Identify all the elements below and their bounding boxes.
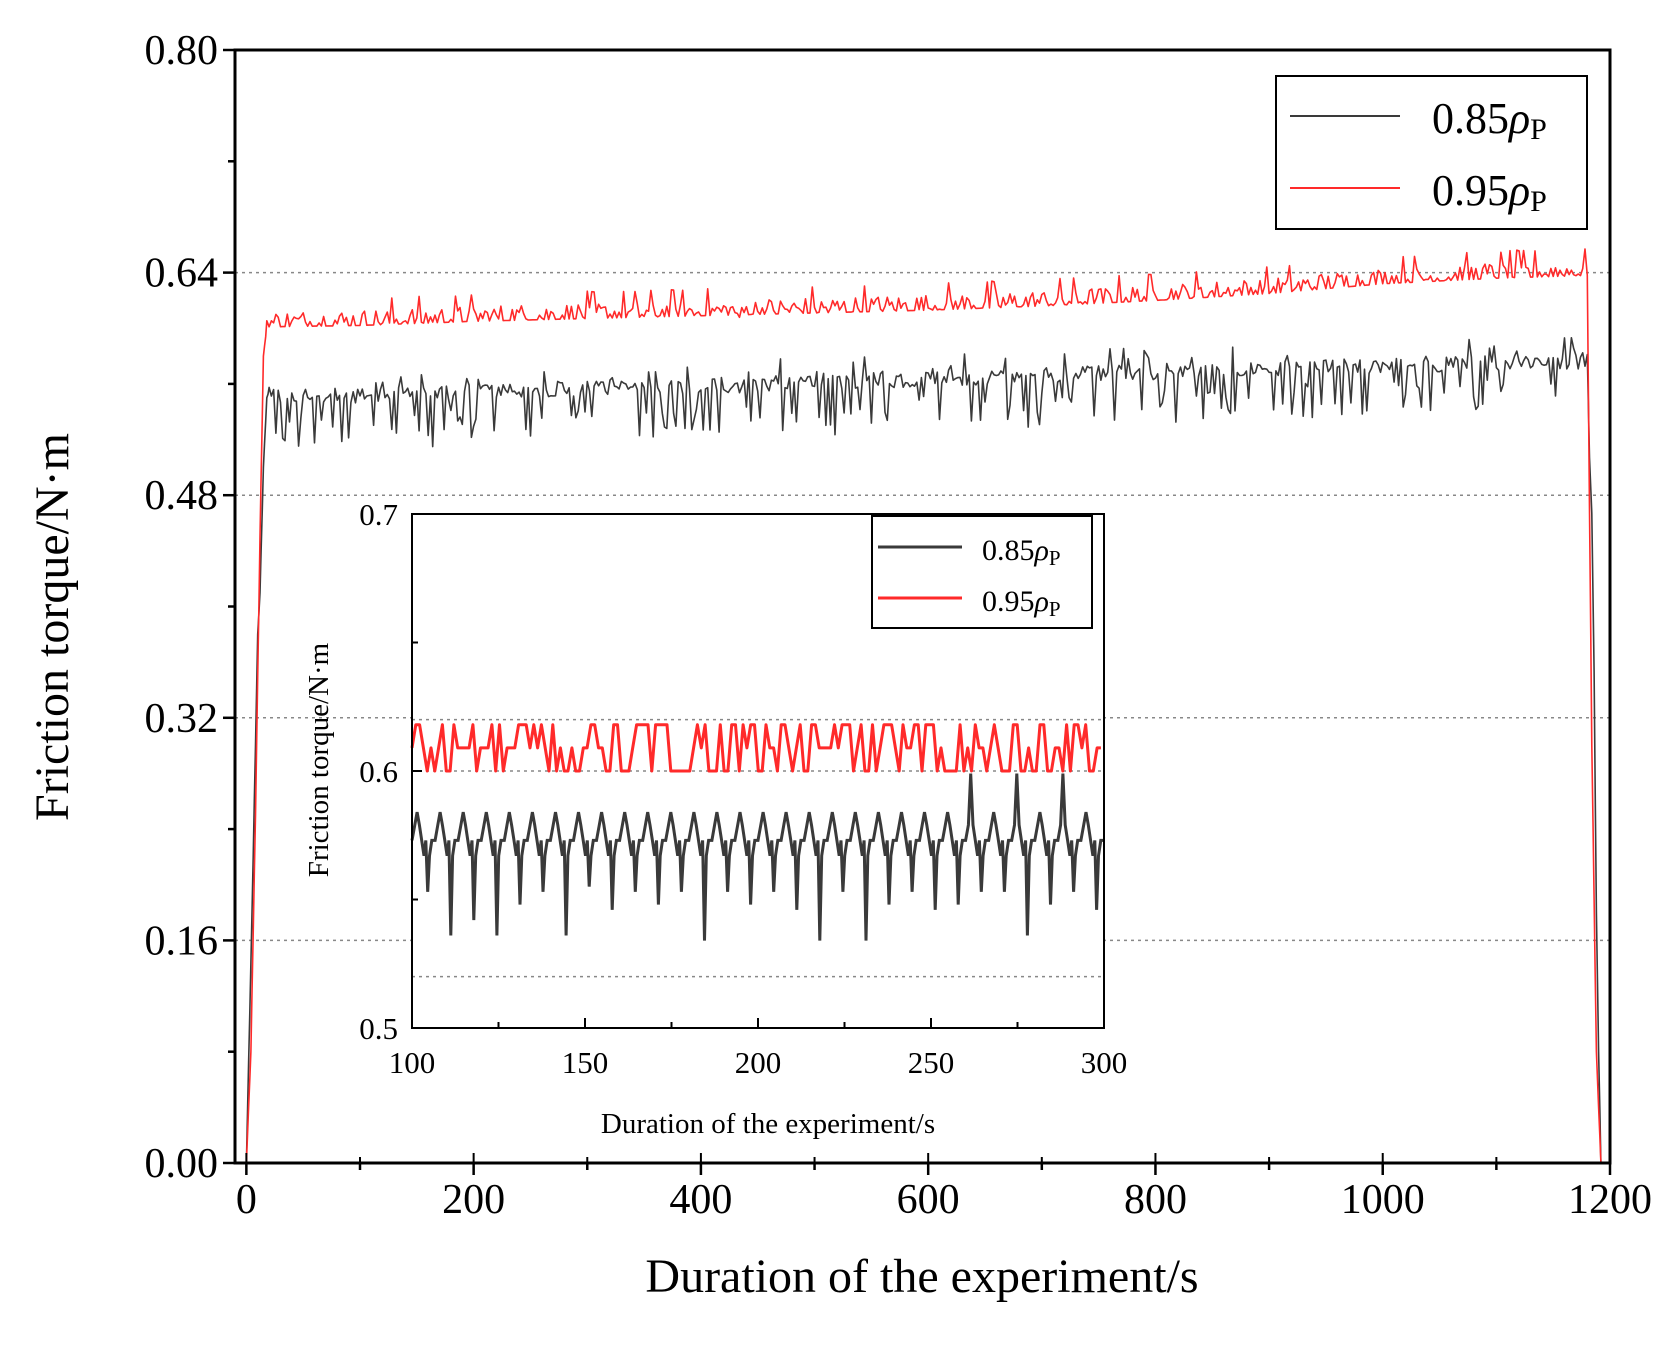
main-legend-label-095-base: 0.95 [1432,166,1509,215]
inset-x-tick-labels: 100 150 200 250 300 [389,1045,1128,1080]
inset-legend-label-095-sub: P [1049,597,1061,621]
main-x-tick-label: 1200 [1568,1177,1652,1223]
inset-legend-label-095-rho: ρ [1034,585,1049,618]
main-legend-label-085-rho: ρ [1507,94,1530,143]
inset-y-tick-label: 0.7 [359,497,398,532]
main-y-tick-label: 0.64 [145,251,219,297]
main-legend-label-085-base: 0.85 [1432,94,1509,143]
inset-x-tick-label: 150 [562,1045,609,1080]
main-y-tick-label: 0.32 [145,696,219,742]
inset-legend-label-095-base: 0.95 [982,585,1035,618]
main-legend-label-095-sub: P [1530,185,1547,218]
inset-y-tick-label: 0.6 [359,754,398,789]
inset-x-tick-label: 250 [908,1045,955,1080]
inset-legend-box [871,515,1093,629]
main-y-axis-title: Friction torque/N·m [26,433,79,821]
inset-x-tick-label: 200 [735,1045,782,1080]
main-legend-label-085: 0.85ρP [1432,94,1547,146]
inset-x-tick-label: 300 [1081,1045,1128,1080]
main-x-tick-label: 200 [442,1177,505,1223]
main-series-line-1 [245,248,1602,1164]
inset-legend-label-095: 0.95ρP [982,585,1061,621]
inset-x-tick-label: 100 [389,1045,436,1080]
main-x-tick-label: 400 [669,1177,732,1223]
main-x-tick-label: 1000 [1341,1177,1425,1223]
main-x-axis-title: Duration of the experiment/s [645,1250,1198,1303]
inset-legend: 0.85ρP 0.95ρP [871,515,1093,629]
main-y-tick-label: 0.80 [145,28,219,74]
main-x-tick-label: 0 [236,1177,257,1223]
inset-y-tick-label: 0.5 [359,1011,398,1046]
inset-y-axis-title: Friction torque/N·m [303,642,335,877]
main-x-tick-label: 800 [1124,1177,1187,1223]
main-legend-label-085-sub: P [1530,113,1547,146]
main-y-tick-label: 0.00 [145,1141,219,1187]
inset-series [410,723,1104,941]
main-x-tick-labels: 0 200 400 600 800 1000 1200 [236,1177,1652,1223]
inset-y-tick-labels: 0.5 0.6 0.7 [359,497,398,1046]
main-legend-label-095-rho: ρ [1507,166,1530,215]
main-y-tick-labels: 0.00 0.16 0.32 0.48 0.64 0.80 [145,28,219,1187]
main-y-tick-label: 0.16 [145,918,219,964]
main-legend-label-095: 0.95ρP [1432,166,1547,218]
main-legend: 0.85ρP 0.95ρP [1275,75,1588,230]
inset-ticks [411,513,1105,1029]
inset-legend-label-085-rho: ρ [1034,534,1049,567]
inset-series-line-095 [410,723,1101,773]
main-series-line-0 [245,336,1602,1164]
main-legend-box [1275,75,1588,230]
inset-legend-label-085: 0.85ρP [982,534,1061,570]
main-x-tick-label: 600 [897,1177,960,1223]
inset-x-axis-title: Duration of the experiment/s [601,1108,935,1140]
inset-legend-label-085-base: 0.85 [982,534,1035,567]
main-series [245,248,1602,1164]
inset-legend-label-085-sub: P [1049,546,1061,570]
main-y-tick-label: 0.48 [145,473,219,519]
inset-series-line-085 [410,773,1104,941]
main-ticks [223,48,1612,1175]
